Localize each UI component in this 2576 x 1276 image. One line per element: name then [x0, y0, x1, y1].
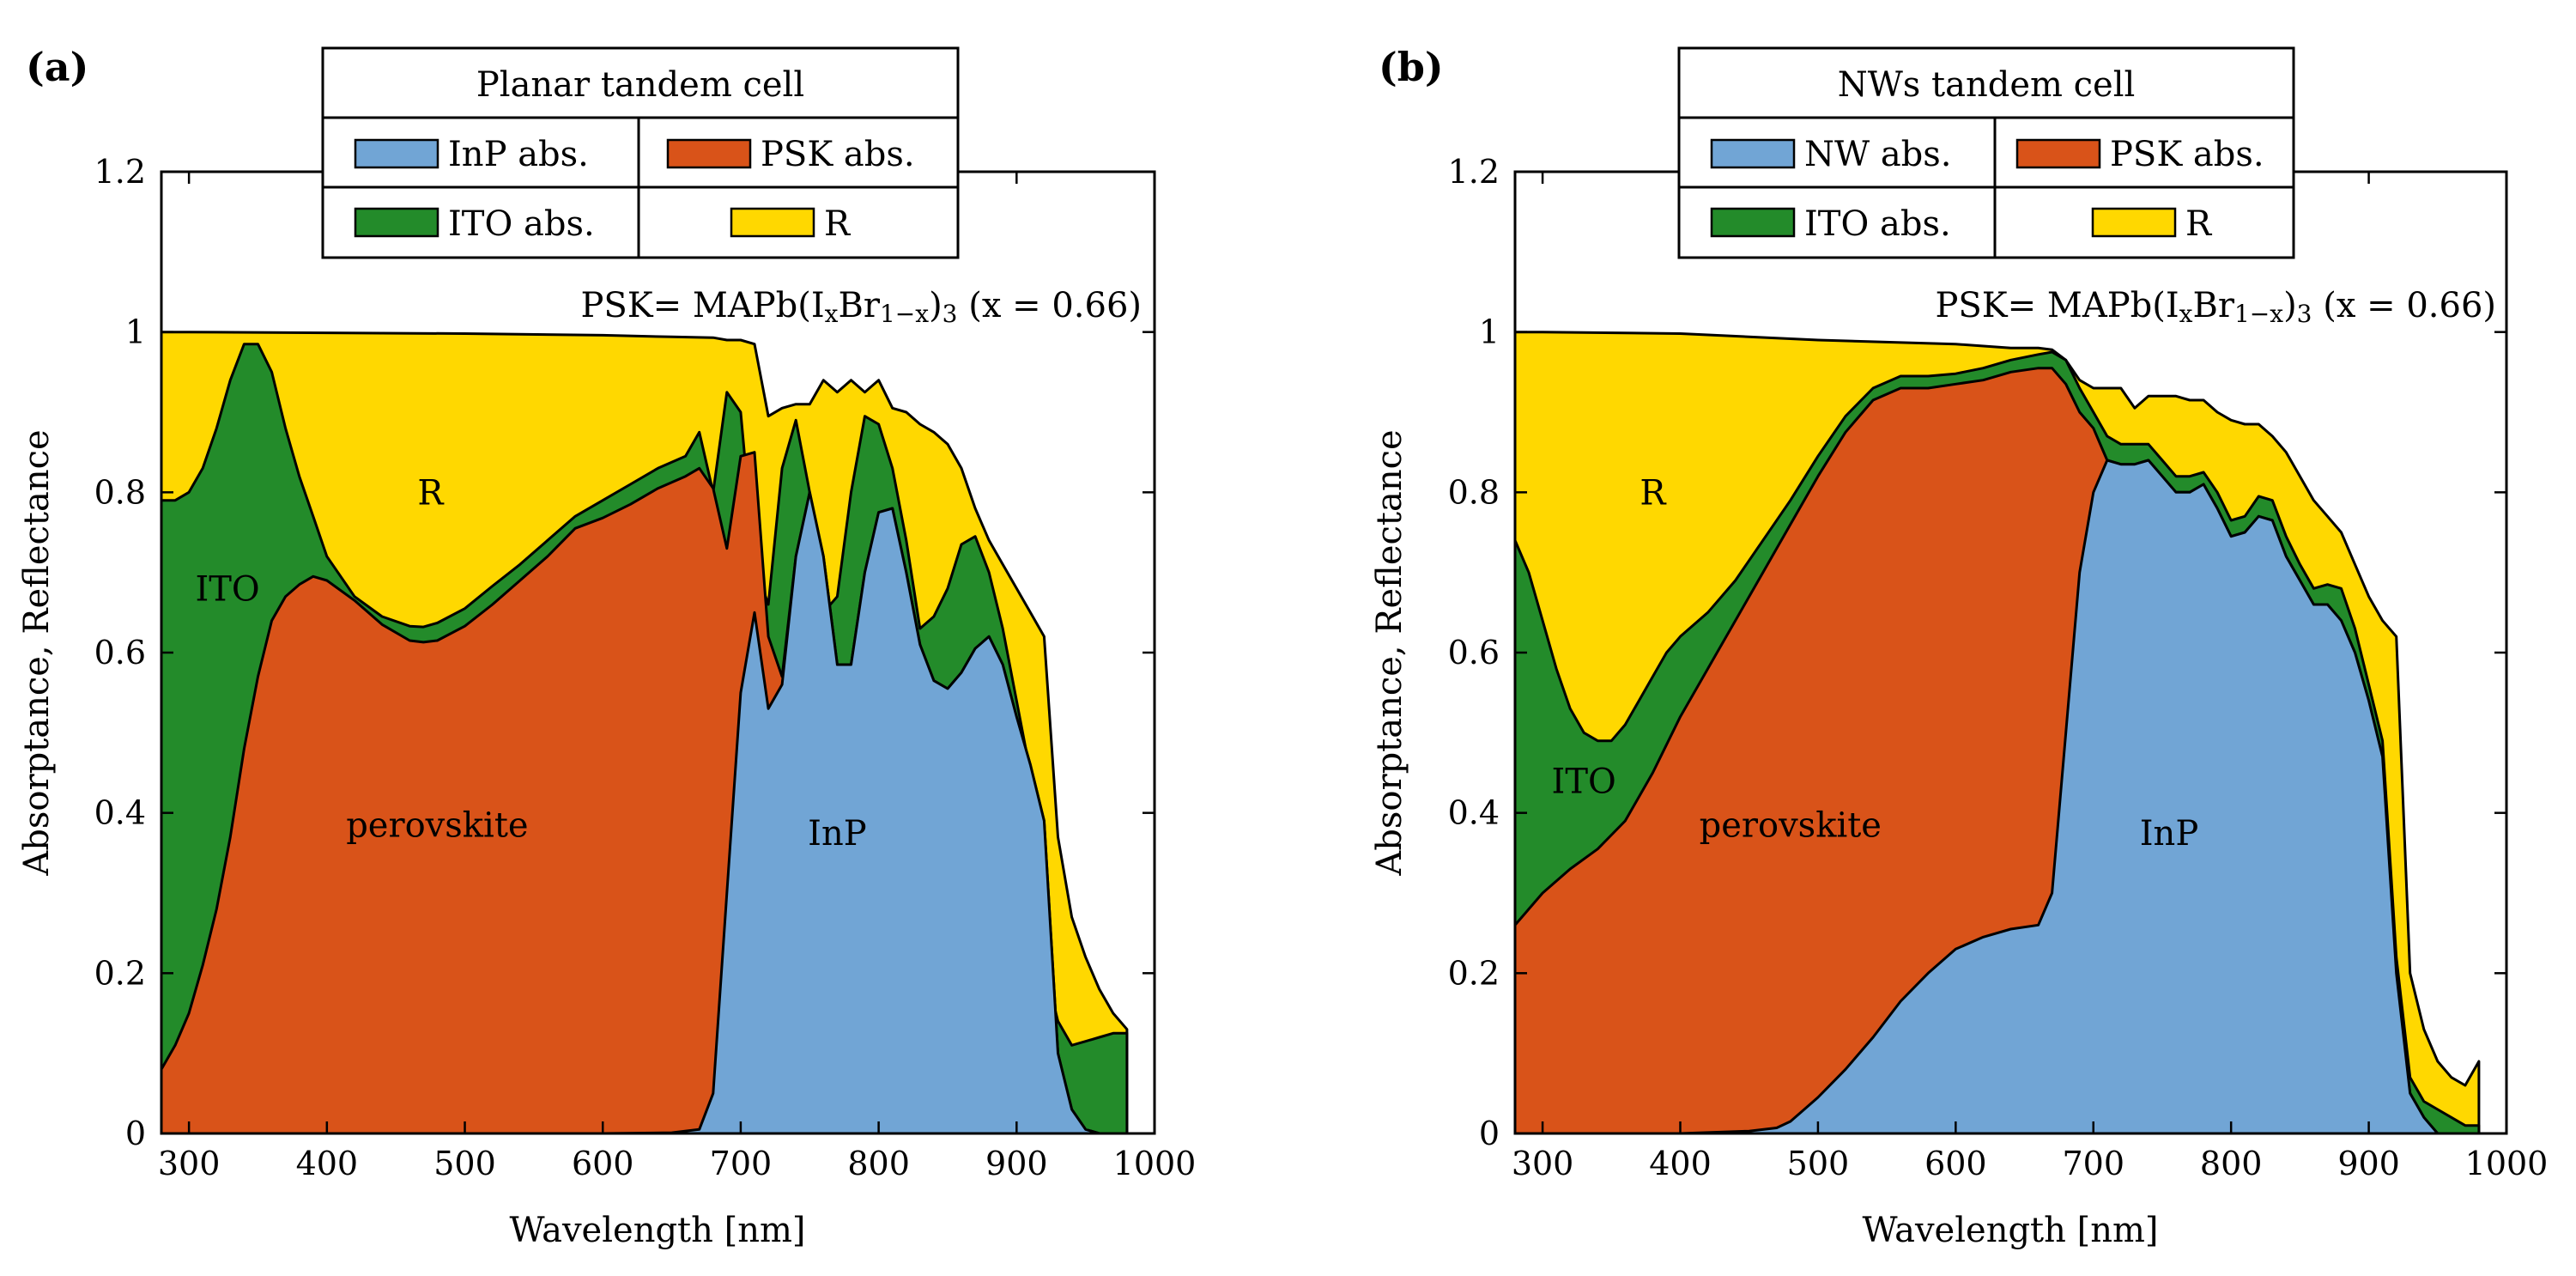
- y-tick-label: 1.2: [94, 153, 146, 191]
- formula-mid: Br: [2192, 286, 2234, 325]
- legend-label-ito: ITO abs.: [1804, 204, 1951, 244]
- region-label-inp: InP: [2140, 814, 2198, 854]
- y-tick-label: 0: [125, 1115, 146, 1152]
- legend-swatch-ito: [1710, 207, 1796, 238]
- formula-sub-1-x: 1−x: [880, 300, 929, 328]
- legend-label-inp: InP abs.: [448, 135, 589, 174]
- y-tick-label: 0.6: [94, 634, 146, 671]
- y-ticks: 0 0.2 0.4 0.6 0.8 1 1.2: [1448, 153, 2506, 1152]
- inp-abs-area: [161, 490, 1129, 1133]
- x-tick-label: 400: [1649, 1145, 1712, 1182]
- y-tick-label: 1: [125, 313, 146, 351]
- y-tick-label: 1: [1479, 313, 1500, 351]
- formula-sub-x: x: [825, 300, 839, 328]
- formula-sub-1-x: 1−x: [2234, 300, 2283, 328]
- x-tick-label: 700: [2062, 1145, 2124, 1182]
- x-tick-label: 700: [710, 1145, 773, 1182]
- formula-sub-3: 3: [2297, 300, 2312, 328]
- x-tick-label: 900: [985, 1145, 1048, 1182]
- panel-b: (b) 300 400 500 600 700 800 900 1000 0 0.2 0.4 0.6…: [1370, 44, 2548, 1250]
- formula-tail: (x = 0.66): [958, 286, 1143, 325]
- formula-annotation: PSK= MAPb(IxBr1−x)3 (x = 0.66): [1935, 286, 2496, 328]
- y-tick-label: 1.2: [1448, 153, 1500, 191]
- x-tick-label: 1000: [2465, 1145, 2549, 1182]
- legend-title: NWs tandem cell: [1838, 65, 2136, 105]
- x-tick-label: 600: [1924, 1145, 1987, 1182]
- y-tick-label: 0.8: [94, 473, 146, 511]
- y-axis-title: Absorptance, Reflectance: [1370, 429, 1409, 876]
- y-tick-label: 0.8: [1448, 473, 1500, 511]
- legend-label-r: R: [2185, 204, 2213, 244]
- legend: NWs tandem cell NW abs. PSK abs. ITO abs…: [1677, 46, 2295, 259]
- panel-label: (a): [26, 44, 88, 90]
- x-tick-label: 600: [572, 1145, 634, 1182]
- legend-label-nw: NW abs.: [1804, 135, 1952, 174]
- legend-swatch-nw: [1710, 138, 1796, 169]
- legend-swatch-psk: [666, 138, 752, 169]
- legend-swatch-ito: [354, 207, 439, 238]
- y-tick-label: 0.2: [1448, 954, 1500, 992]
- region-label-perovskite: perovskite: [1700, 806, 1882, 846]
- x-tick-label: 1000: [1113, 1145, 1197, 1182]
- legend-swatch-r: [2091, 207, 2177, 238]
- legend-swatch-inp: [354, 138, 439, 169]
- legend-label-psk: PSK abs.: [761, 135, 915, 174]
- legend-swatch-psk: [2015, 138, 2101, 169]
- formula-annotation: PSK= MAPb(IxBr1−x)3 (x = 0.66): [580, 286, 1142, 328]
- legend-label-ito: ITO abs.: [448, 204, 595, 244]
- formula-close: ): [2283, 286, 2297, 325]
- region-label-r: R: [1640, 473, 1667, 513]
- panel-a: (a) 300 400 500 600 700 800 900 1000 0 0.2 0.4 0.6…: [17, 44, 1196, 1250]
- formula-sub-3: 3: [943, 300, 958, 328]
- x-axis-title: Wavelength [nm]: [1862, 1211, 2158, 1250]
- legend-label-r: R: [824, 204, 852, 244]
- legend: Planar tandem cell InP abs. PSK abs. ITO…: [321, 46, 960, 259]
- formula-sub-x: x: [2179, 300, 2193, 328]
- x-tick-label: 800: [847, 1145, 910, 1182]
- formula-tail: (x = 0.66): [2312, 286, 2497, 325]
- panel-label: (b): [1379, 44, 1444, 90]
- y-tick-label: 0.4: [94, 794, 146, 832]
- region-label-ito: ITO: [1552, 762, 1616, 801]
- y-tick-label: 0: [1479, 1115, 1500, 1152]
- formula-pre: PSK= MAPb(I: [1935, 286, 2179, 325]
- legend-label-psk: PSK abs.: [2110, 135, 2264, 174]
- x-tick-label: 400: [296, 1145, 359, 1182]
- formula-close: ): [929, 286, 943, 325]
- nw-abs-area: [1515, 459, 2481, 1133]
- region-label-perovskite: perovskite: [346, 806, 528, 846]
- x-tick-label: 300: [1512, 1145, 1574, 1182]
- x-tick-label: 300: [158, 1145, 221, 1182]
- x-tick-label: 500: [1787, 1145, 1850, 1182]
- region-label-inp: InP: [808, 814, 866, 854]
- legend-title: Planar tandem cell: [476, 65, 804, 105]
- x-tick-label: 500: [433, 1145, 496, 1182]
- y-tick-label: 0.4: [1448, 794, 1500, 832]
- x-tick-label: 800: [2200, 1145, 2263, 1182]
- x-axis-title: Wavelength [nm]: [509, 1211, 805, 1250]
- formula-pre: PSK= MAPb(I: [580, 286, 824, 325]
- x-tick-label: 900: [2337, 1145, 2400, 1182]
- y-tick-label: 0.2: [94, 954, 146, 992]
- legend-swatch-r: [730, 207, 815, 238]
- y-ticks: 0 0.2 0.4 0.6 0.8 1 1.2: [94, 153, 1155, 1152]
- region-label-r: R: [417, 473, 445, 513]
- region-label-ito: ITO: [195, 569, 259, 609]
- y-tick-label: 0.6: [1448, 634, 1500, 671]
- formula-mid: Br: [838, 286, 880, 325]
- x-ticks: 300 400 500 600 700 800 900 1000: [158, 172, 1196, 1182]
- y-axis-title: Absorptance, Reflectance: [17, 429, 57, 876]
